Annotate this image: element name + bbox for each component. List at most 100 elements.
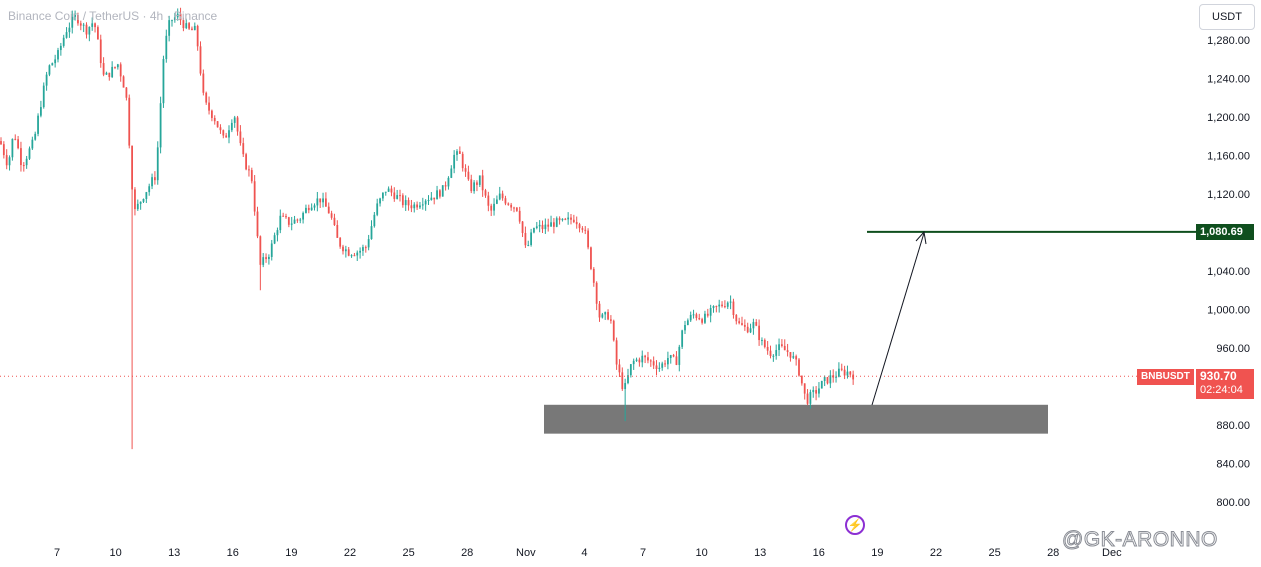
- candle-body: [826, 377, 829, 384]
- candle-body: [561, 218, 564, 221]
- candle-body: [712, 305, 715, 309]
- candle-body: [570, 217, 572, 220]
- candle-body: [37, 115, 39, 134]
- candle-body: [590, 247, 592, 269]
- x-tick-label: 16: [813, 547, 825, 559]
- candle-body: [270, 243, 273, 257]
- candle-body: [635, 359, 638, 361]
- candle-body: [305, 207, 307, 213]
- candle-body: [758, 325, 760, 341]
- candle-body: [515, 207, 518, 211]
- currency-button[interactable]: USDT: [1199, 4, 1255, 30]
- candle-body: [310, 207, 313, 211]
- lightning-icon[interactable]: ⚡: [845, 515, 865, 535]
- candle-body: [607, 312, 609, 320]
- candle-body: [344, 249, 347, 252]
- candle-body: [242, 143, 245, 155]
- y-tick-label: 880.00: [1216, 420, 1250, 432]
- candle-body: [22, 165, 25, 167]
- candle-body: [724, 306, 726, 308]
- candle-body: [222, 130, 225, 136]
- y-tick-label: 1,280.00: [1207, 35, 1250, 47]
- candle-body: [279, 215, 282, 231]
- candle-body: [239, 131, 242, 144]
- candle-body: [467, 171, 470, 180]
- candle-body: [550, 222, 552, 227]
- arrow-head-icon: [915, 230, 927, 245]
- candle-body: [772, 355, 775, 357]
- candle-body: [156, 147, 159, 181]
- candle-body: [781, 344, 783, 346]
- candle-body: [307, 207, 310, 211]
- candle-body: [142, 198, 145, 202]
- candle-body: [373, 214, 376, 227]
- candle-body: [191, 28, 193, 31]
- x-tick-label: 10: [109, 547, 121, 559]
- candle-body: [752, 322, 755, 329]
- candle-body: [40, 107, 42, 116]
- candle-body: [487, 195, 490, 206]
- candle-body: [629, 364, 632, 376]
- candle-body: [470, 179, 473, 192]
- candle-body: [8, 157, 11, 166]
- candle-body: [427, 200, 430, 202]
- candle-body: [453, 154, 456, 169]
- candle-body: [2, 144, 5, 156]
- candle-body: [473, 182, 475, 192]
- candle-body: [684, 324, 686, 331]
- candle-body: [362, 247, 364, 251]
- candle-body: [627, 375, 629, 384]
- candle-body: [838, 368, 840, 377]
- candle-body: [302, 212, 304, 220]
- candle-body: [567, 217, 570, 220]
- candle-body: [852, 374, 855, 380]
- candle-body: [48, 65, 51, 75]
- candle-body: [618, 364, 621, 373]
- candle-body: [544, 224, 547, 230]
- x-tick-label: 28: [461, 547, 473, 559]
- candle-body: [265, 257, 267, 260]
- candle-body: [196, 25, 199, 47]
- candle-body: [379, 198, 381, 204]
- candle-body: [128, 97, 131, 146]
- candle-body: [835, 376, 837, 378]
- candle-body: [399, 195, 401, 197]
- candle-body: [507, 203, 510, 205]
- candle-body: [689, 314, 692, 321]
- candle-body: [658, 367, 661, 370]
- candle-body: [664, 363, 666, 365]
- projection-arrow-line: [871, 232, 925, 406]
- candle-body: [849, 371, 852, 375]
- candle-body: [681, 330, 684, 347]
- candle-body: [815, 390, 817, 394]
- candle-body: [154, 177, 156, 181]
- candle-body: [173, 17, 176, 21]
- candle-body: [77, 14, 79, 24]
- candle-body: [481, 175, 484, 191]
- x-tick-label: 22: [344, 547, 356, 559]
- candle-body: [233, 117, 236, 123]
- candle-body: [287, 217, 290, 225]
- candle-body: [319, 198, 322, 203]
- candle-body: [268, 256, 270, 260]
- candle-body: [530, 232, 532, 245]
- candle-body: [789, 352, 792, 358]
- candle-body: [461, 153, 464, 169]
- candle-body: [686, 320, 689, 325]
- candle-body: [102, 63, 105, 75]
- candle-body: [65, 32, 68, 38]
- candle-body: [430, 197, 433, 201]
- candle-body: [339, 237, 342, 247]
- x-tick-label: Dec: [1102, 547, 1122, 559]
- candle-body: [413, 204, 416, 209]
- candle-body: [5, 155, 8, 166]
- candle-body: [715, 305, 718, 307]
- candle-body: [558, 218, 561, 221]
- candle-body: [806, 393, 809, 404]
- candle-body: [225, 135, 228, 138]
- candle-body: [105, 72, 108, 75]
- candle-body: [182, 20, 185, 29]
- candle-body: [783, 345, 786, 351]
- candle-body: [741, 323, 743, 325]
